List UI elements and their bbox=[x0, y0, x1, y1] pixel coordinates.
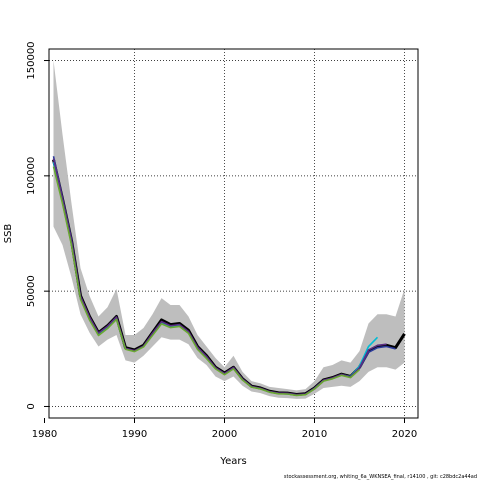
y-tick-label: 50000 bbox=[26, 275, 37, 307]
series-line-1 bbox=[52, 159, 406, 396]
x-tick-label: 1990 bbox=[122, 429, 147, 440]
y-tick-label: 0 bbox=[26, 403, 37, 409]
x-tick-label: 1980 bbox=[32, 429, 57, 440]
confidence-band bbox=[53, 60, 405, 399]
x-tick-label: 2010 bbox=[302, 429, 327, 440]
y-tick-label: 100000 bbox=[26, 157, 37, 195]
y-axis: 0 50000 100000 150000 bbox=[26, 41, 49, 410]
x-axis-title: Years bbox=[219, 456, 246, 467]
footer-caption: stockassessment.org, whiting_6a_WKNSEA_f… bbox=[284, 474, 477, 480]
x-tick-label: 2020 bbox=[392, 429, 417, 440]
series-lines bbox=[52, 156, 406, 397]
x-axis: 1980 1990 2000 2010 2020 bbox=[32, 418, 417, 440]
series-line-4 bbox=[52, 158, 387, 396]
x-tick-label: 2000 bbox=[212, 429, 237, 440]
series-line-5 bbox=[52, 166, 361, 397]
series-line-2 bbox=[52, 156, 396, 396]
y-tick-label: 150000 bbox=[26, 41, 37, 79]
y-axis-title: SSB bbox=[3, 224, 14, 244]
plot-frame bbox=[48, 48, 419, 419]
